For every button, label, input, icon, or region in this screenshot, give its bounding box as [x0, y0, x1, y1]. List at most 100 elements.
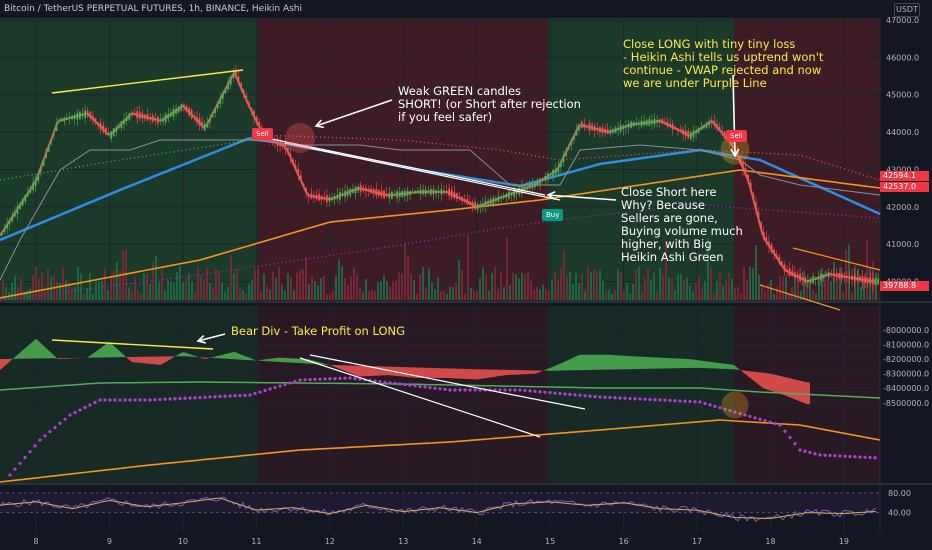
oscillator-fill [516, 370, 518, 375]
oscillator-fill [722, 363, 724, 369]
oscillator-fill [198, 356, 200, 358]
oscillator-fill [712, 362, 714, 369]
oscillator-fill [682, 358, 684, 369]
candle-body [159, 119, 162, 122]
oscillator-dot [188, 396, 192, 400]
oscillator-fill [402, 367, 404, 377]
candle-body [271, 137, 274, 143]
oscillator-fill [142, 356, 144, 364]
volume-bar [770, 279, 772, 300]
trendline-drawings[interactable] [51, 69, 881, 438]
arrow-head [314, 119, 325, 129]
candle-body [838, 272, 840, 279]
oscillator-fill [584, 354, 586, 371]
volume-bar [668, 277, 670, 300]
volume-bar [206, 267, 208, 300]
oscillator-dot [178, 396, 182, 401]
oscillator-fill [50, 351, 52, 359]
oscillator-fill [4, 358, 6, 367]
volume-bar [101, 280, 103, 300]
volume-bar [842, 292, 844, 300]
oscillator-fill [670, 358, 672, 369]
candle-body [695, 130, 697, 134]
oscillator-fill [136, 356, 138, 363]
volume-bar [566, 276, 568, 300]
volume-bar [875, 272, 877, 300]
oscillator-dot [303, 378, 307, 382]
volume-bar [128, 287, 130, 300]
volume-bar [812, 290, 814, 300]
oscillator-fill [2, 359, 4, 369]
volume-bar [845, 249, 847, 300]
volume-bar [449, 287, 451, 300]
volume-bar [326, 293, 328, 300]
oscillator-fill [386, 366, 388, 376]
volume-bar [677, 274, 679, 300]
candle-body [110, 131, 112, 139]
candle-body [307, 194, 310, 197]
candle-body [138, 111, 141, 119]
candle-body [89, 112, 92, 119]
oscillator-fill [398, 366, 400, 377]
oscillator-dot [318, 377, 322, 381]
oscillator-fill [382, 366, 384, 376]
oscillator-dot [323, 377, 327, 381]
oscillator-dot [668, 398, 672, 403]
volume-bar [605, 291, 607, 300]
candle-body [385, 193, 388, 197]
oscillator-fill [344, 365, 346, 372]
oscillator-dot [738, 411, 742, 416]
oscillator-fill [330, 364, 332, 366]
oscillator-dot [788, 435, 792, 440]
oscillator-dot [453, 388, 457, 392]
oscillator-fill [200, 357, 202, 359]
oscillator-fill [156, 356, 158, 365]
volume-bar [308, 284, 310, 300]
oscillator-fill [698, 360, 700, 368]
oscillator-dot [213, 395, 217, 399]
highlight-circle [721, 391, 749, 419]
candle-body [370, 188, 372, 194]
oscillator-fill [500, 369, 502, 377]
currency-label[interactable]: USDT [894, 3, 920, 17]
candle-body [151, 115, 154, 122]
oscillator-dot [433, 386, 437, 390]
oscillator-dot [868, 455, 872, 460]
candle-body [274, 140, 276, 142]
volume-bar [560, 268, 562, 300]
candle-body [606, 129, 609, 134]
time-tick-label: 14 [472, 537, 482, 546]
oscillator-fill [714, 362, 716, 369]
candle-body [448, 188, 450, 196]
volume-bar [848, 244, 850, 300]
oscillator-fill [350, 365, 352, 374]
candle-body [700, 127, 703, 130]
oscillator-fill [620, 355, 622, 370]
trendline [284, 142, 561, 201]
oscillator-dot [133, 398, 137, 402]
oscillator-dot [603, 395, 607, 399]
volume-bar [32, 275, 34, 300]
oscillator-dot [263, 388, 267, 393]
candle-body [658, 119, 661, 123]
annotation-weak-green: Weak GREEN candles SHORT! (or Short afte… [398, 84, 581, 124]
volume-bar [488, 290, 490, 300]
candle-body [341, 193, 344, 197]
candle-body [601, 127, 604, 133]
candle-body [708, 121, 710, 126]
candle-body [378, 189, 380, 196]
oscillator-signal-line [0, 381, 881, 399]
volume-bar [575, 272, 577, 300]
oscillator-dot [663, 398, 667, 402]
oscillator-fill [788, 377, 790, 398]
candle-body [19, 203, 21, 209]
candle-body [565, 151, 567, 156]
volume-bar [266, 286, 268, 300]
volume-bar [260, 291, 262, 300]
candle-body [846, 276, 848, 278]
oscillator-fill [40, 342, 42, 359]
volume-bar [788, 293, 790, 300]
candle-body [333, 195, 336, 200]
candle-body [105, 127, 107, 135]
candle-body [53, 133, 55, 136]
